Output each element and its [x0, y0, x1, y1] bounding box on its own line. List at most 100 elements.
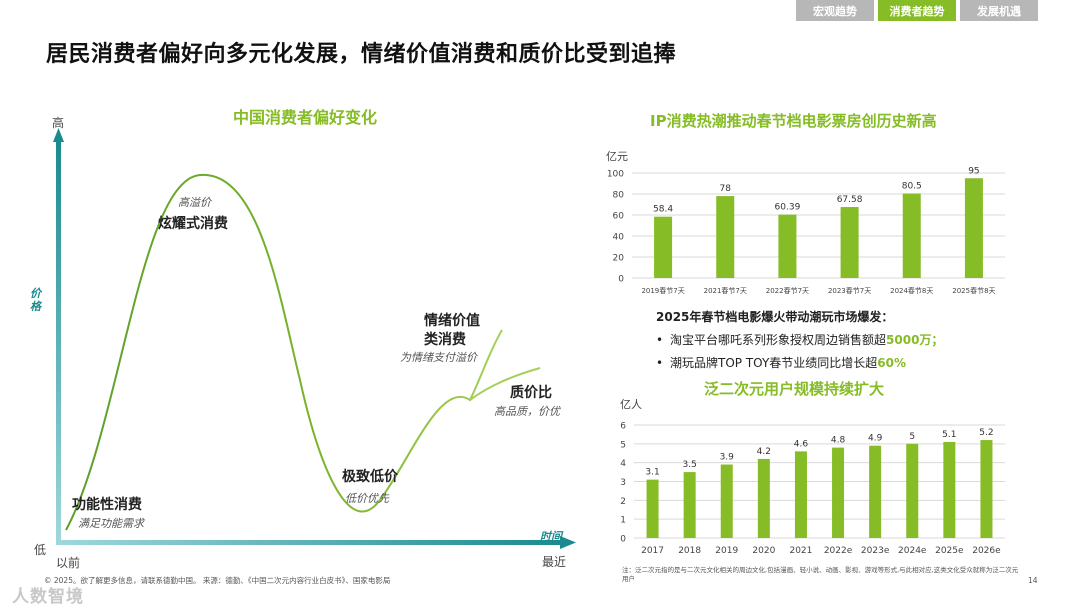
y-tick-label: 80	[613, 191, 625, 201]
x-axis-title: 时间	[540, 530, 562, 543]
highlight-1-value: 5000万；	[886, 333, 944, 347]
bar-value-label: 58.4	[653, 205, 673, 215]
bar-value-label: 4.6	[794, 439, 809, 449]
x-axis-line	[56, 540, 562, 545]
acg-definition-note: 注：泛二次元指的是与二次元文化相关的周边文化,包括漫画、轻小说、动画、影视、游戏…	[622, 566, 1019, 583]
box-office-unit-label: 亿元	[606, 150, 628, 163]
stage-sub-quality-price: 高品质，价优	[494, 405, 560, 418]
bar-value-label: 4.9	[868, 434, 883, 444]
x-category-label: 2022e	[824, 546, 853, 556]
bar	[654, 216, 673, 278]
y-tick-label: 60	[613, 212, 625, 222]
highlight-2-value: 60%	[877, 356, 907, 370]
bar	[832, 447, 845, 538]
x-category-label: 2024e	[898, 546, 927, 556]
bar	[778, 214, 797, 278]
y-tick-label: 0	[620, 535, 626, 545]
value-branch-curve	[469, 367, 541, 401]
x-category-label: 2022春节7天	[766, 286, 809, 295]
x-category-label: 2025e	[935, 546, 964, 556]
stage-emotional-value-line2: 类消费	[424, 332, 466, 348]
y-tick-label: 20	[613, 254, 625, 264]
tab-consumer-trends[interactable]: 消费者趋势	[878, 0, 956, 21]
bar-value-label: 5.1	[942, 430, 956, 440]
x-category-label: 2021	[789, 546, 812, 556]
stage-functional: 功能性消费	[72, 497, 142, 513]
bar	[794, 451, 807, 538]
box-office-bar-chart: 0 20 40 60 80 100 58.4 2019春节7天 78 2021春节7天 60.39 2…	[607, 166, 1005, 295]
bar	[646, 479, 659, 538]
x-axis-start-label: 以前	[56, 556, 81, 570]
y-tick-label: 100	[607, 170, 624, 180]
highlight-1-text: 淘宝平台哪吒系列形象授权周边销售额超	[670, 333, 887, 347]
y-axis-line	[56, 140, 61, 544]
tide-toy-highlights: 2025年春节档电影爆火带动潮玩市场爆发： • 淘宝平台哪吒系列形象授权周边销售额…	[656, 308, 943, 377]
stage-sub-emotional-value: 为情绪支付溢价	[400, 351, 477, 364]
y-axis-high-label: 高	[52, 116, 65, 130]
y-tick-label: 1	[620, 516, 626, 526]
x-category-label: 2023e	[861, 546, 890, 556]
page-title: 居民消费者偏好向多元化发展，情绪价值消费和质价比受到追捧	[46, 42, 677, 67]
x-category-label: 2018	[678, 546, 701, 556]
stage-emotional-value: 情绪价值	[424, 313, 480, 329]
x-category-label: 2020	[752, 546, 775, 556]
y-tick-label: 3	[620, 478, 626, 488]
bar-value-label: 78	[720, 184, 732, 194]
bar	[902, 193, 921, 278]
left-chart-title: 中国消费者偏好变化	[232, 108, 377, 127]
stage-show-off: 炫耀式消费	[158, 216, 228, 232]
x-category-label: 2019春节7天	[641, 286, 684, 295]
bar-value-label: 3.5	[682, 460, 696, 470]
bar-value-label: 80.5	[902, 181, 922, 191]
y-tick-label: 2	[620, 497, 626, 507]
y-tick-label: 0	[618, 275, 624, 285]
highlight-item-2: • 潮玩品牌TOP TOY春节业绩同比增长超60%	[656, 354, 943, 371]
y-tick-label: 40	[613, 233, 625, 243]
bar-value-label: 4.2	[757, 447, 771, 457]
stage-sub-functional: 满足功能需求	[78, 517, 144, 530]
x-category-label: 2026e	[972, 546, 1001, 556]
tab-macro-trends[interactable]: 宏观趋势	[796, 0, 874, 21]
highlight-2-text: 潮玩品牌TOP TOY春节业绩同比增长超	[670, 356, 878, 370]
stage-sub-show-off: 高溢价	[178, 196, 211, 209]
preference-curve-chart	[53, 128, 576, 549]
preference-curve	[65, 173, 503, 531]
bar	[964, 178, 983, 278]
stage-lowest-price: 极致低价	[342, 469, 398, 485]
acg-users-chart-title: 泛二次元用户规模持续扩大	[704, 380, 885, 398]
x-category-label: 2021春节7天	[704, 286, 747, 295]
tab-opportunities[interactable]: 发展机遇	[960, 0, 1038, 21]
stage-quality-price: 质价比	[510, 385, 552, 401]
x-axis-arrow	[560, 536, 576, 549]
x-category-label: 2024春节8天	[890, 286, 933, 295]
y-axis-title: 价格	[30, 287, 41, 313]
acg-users-unit-label: 亿人	[620, 398, 642, 411]
bar	[943, 441, 956, 538]
x-category-label: 2023春节7天	[828, 286, 871, 295]
page-number: 14	[1028, 576, 1038, 585]
y-tick-label: 4	[620, 459, 626, 469]
stage-sub-lowest-price: 低价优先	[345, 492, 389, 505]
y-axis-arrow	[53, 128, 64, 142]
highlight-item-1: • 淘宝平台哪吒系列形象授权周边销售额超5000万；	[656, 331, 943, 348]
bar	[906, 443, 919, 538]
bar-value-label: 5.2	[979, 428, 993, 438]
acg-users-bar-chart: 0 1 2 3 4 5 6 3.1 2017 3.5 2018 3.9 2019 4.2 2020 4.6 20…	[620, 422, 1005, 556]
highlights-heading: 2025年春节档电影爆火带动潮玩市场爆发：	[656, 310, 894, 324]
source-footnote: © 2025。欲了解更多信息，请联系德勤中国。 来源：德勤、《中国二次元内容行业…	[44, 576, 391, 585]
bar-value-label: 4.8	[831, 436, 846, 446]
bar	[840, 207, 859, 278]
bar	[980, 440, 993, 538]
bar-value-label: 3.9	[720, 453, 735, 463]
box-office-chart-title: IP消费热潮推动春节档电影票房创历史新高	[650, 112, 937, 130]
bar-value-label: 67.58	[837, 195, 863, 205]
bar-value-label: 60.39	[775, 203, 801, 213]
bullet-dot: •	[656, 333, 664, 347]
bar-value-label: 95	[968, 166, 979, 176]
bar-value-label: 3.1	[645, 468, 659, 478]
bar	[720, 464, 733, 538]
bar	[716, 196, 735, 278]
bar	[683, 472, 696, 538]
x-category-label: 2019	[715, 546, 738, 556]
x-axis-end-label: 最近	[542, 555, 567, 569]
